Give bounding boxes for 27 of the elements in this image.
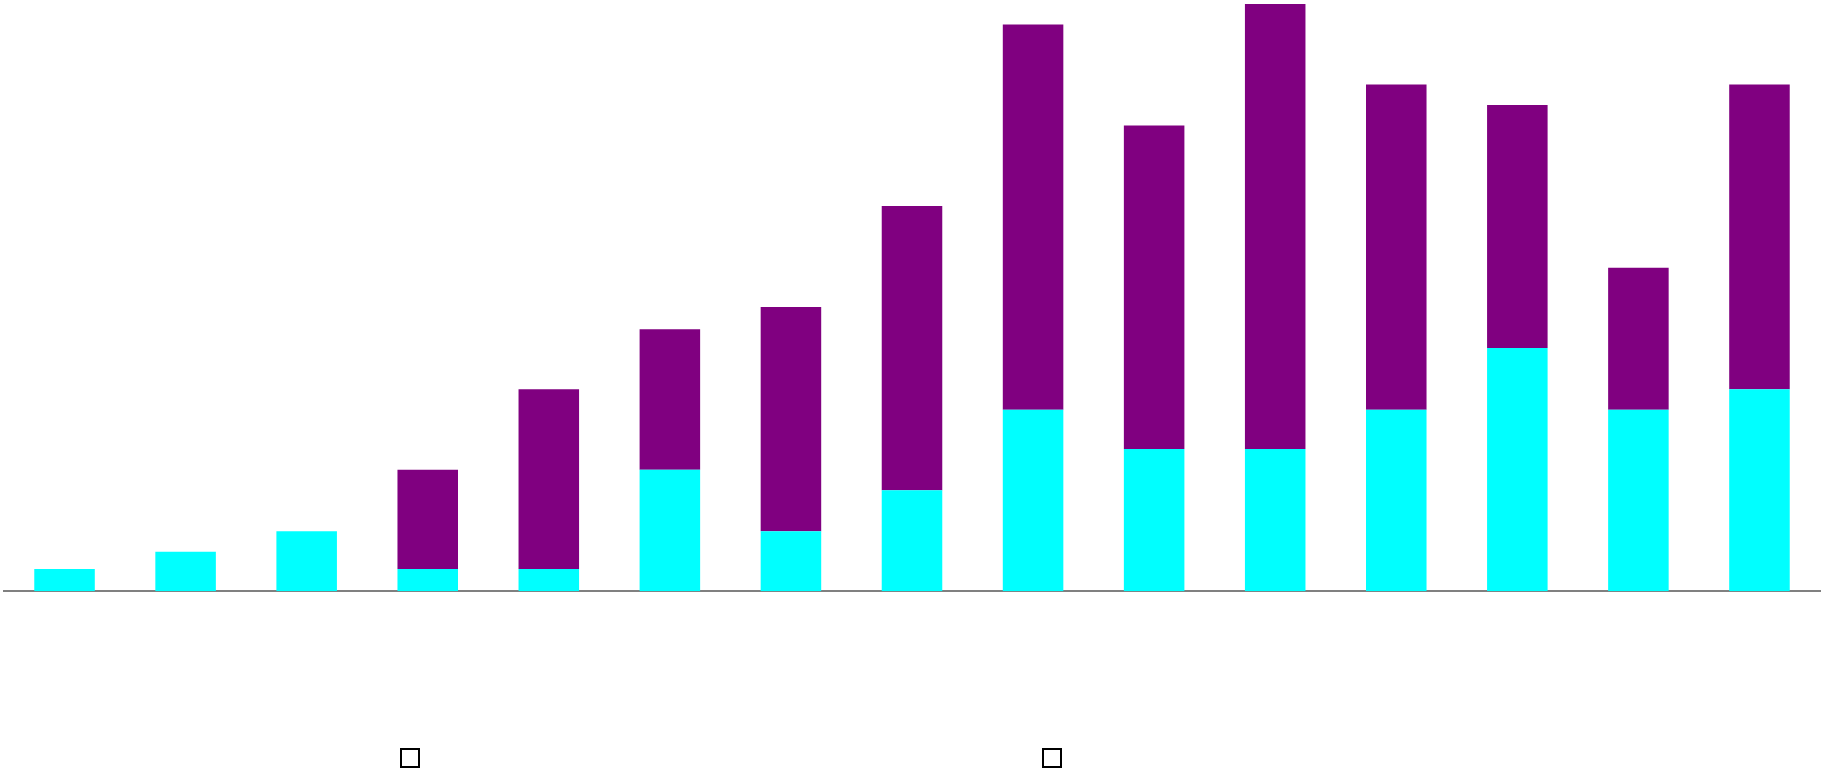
bar (276, 531, 337, 592)
bar (1608, 409, 1669, 592)
bar (1729, 84, 1790, 390)
bar (34, 568, 95, 592)
bar (1002, 409, 1064, 592)
bar (518, 389, 580, 569)
bar (1608, 267, 1669, 410)
bar (397, 568, 458, 592)
bar (1244, 449, 1306, 592)
bar (760, 307, 822, 532)
bar (760, 531, 822, 592)
bar (1729, 389, 1790, 592)
bar (1487, 348, 1548, 592)
bar (1487, 105, 1548, 349)
bar (1123, 125, 1185, 450)
bar (155, 551, 216, 592)
bar (518, 568, 580, 592)
bar (397, 469, 458, 569)
bar (1244, 4, 1306, 450)
bar (1366, 84, 1427, 410)
bar (639, 329, 701, 470)
bar (881, 206, 943, 491)
bar (881, 490, 943, 592)
bar (639, 469, 701, 592)
bar (1366, 409, 1427, 592)
bar (1002, 24, 1064, 410)
bar (1123, 449, 1185, 592)
